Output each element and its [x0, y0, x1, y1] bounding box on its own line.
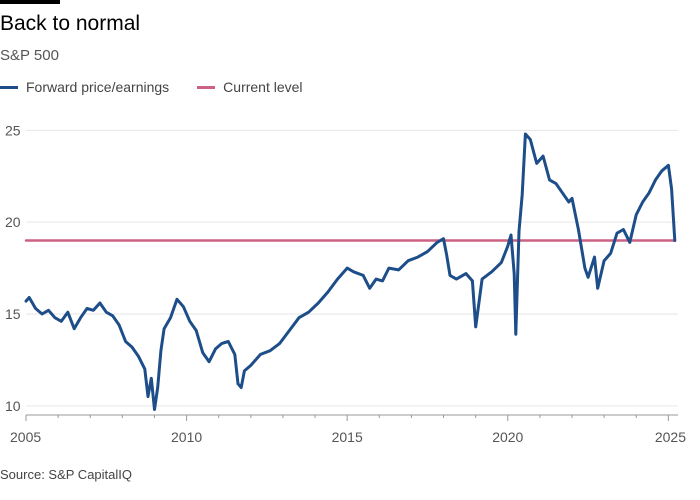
- x-tick-label-2020: 2020: [492, 429, 523, 445]
- x-tick-label-2025: 2025: [655, 429, 686, 445]
- legend-item-forward-pe: Forward price/earnings: [0, 79, 169, 95]
- y-tick-label-10: 10: [5, 398, 21, 414]
- brand-bar: [0, 0, 60, 4]
- legend-label-current-level: Current level: [223, 79, 303, 95]
- legend-swatch-forward-pe: [0, 85, 18, 89]
- legend: Forward price/earnings Current level: [0, 79, 303, 95]
- y-tick-label-15: 15: [5, 306, 21, 322]
- x-tick-label-2015: 2015: [332, 429, 363, 445]
- legend-label-forward-pe: Forward price/earnings: [26, 79, 170, 95]
- series-line-forward-pe: [24, 132, 677, 411]
- legend-swatch-current-level: [197, 85, 216, 89]
- x-tick-label-2010: 2010: [171, 429, 202, 445]
- series-layer: [24, 132, 677, 411]
- y-tick-label-25: 25: [5, 122, 21, 138]
- chart-subtitle: S&P 500: [0, 47, 59, 64]
- y-tick-label-20: 20: [5, 214, 21, 230]
- source-note: Source: S&P CapitalIQ: [0, 467, 132, 482]
- legend-item-current-level: Current level: [197, 79, 303, 95]
- x-tick-label-2005: 2005: [10, 429, 41, 445]
- chart-title: Back to normal: [0, 12, 141, 35]
- grid-layer: [26, 129, 678, 407]
